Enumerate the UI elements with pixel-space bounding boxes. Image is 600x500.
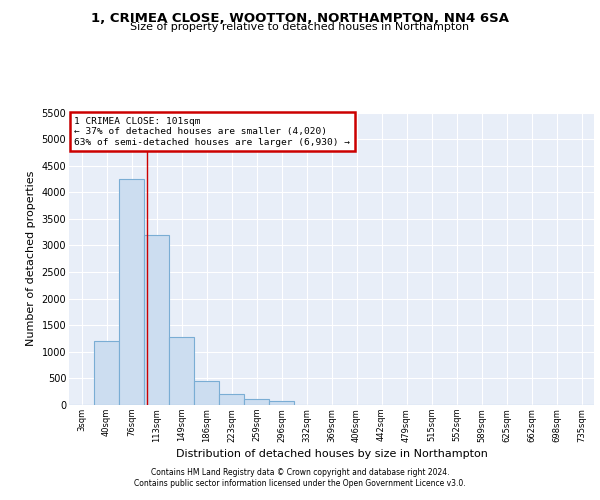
Text: Contains HM Land Registry data © Crown copyright and database right 2024.
Contai: Contains HM Land Registry data © Crown c… <box>134 468 466 487</box>
Bar <box>194 381 219 405</box>
Bar <box>94 341 119 405</box>
Text: Size of property relative to detached houses in Northampton: Size of property relative to detached ho… <box>130 22 470 32</box>
Text: 1, CRIMEA CLOSE, WOOTTON, NORTHAMPTON, NN4 6SA: 1, CRIMEA CLOSE, WOOTTON, NORTHAMPTON, N… <box>91 12 509 26</box>
Text: 1 CRIMEA CLOSE: 101sqm
← 37% of detached houses are smaller (4,020)
63% of semi-: 1 CRIMEA CLOSE: 101sqm ← 37% of detached… <box>74 117 350 146</box>
Bar <box>269 402 294 405</box>
Y-axis label: Number of detached properties: Number of detached properties <box>26 171 36 346</box>
Bar <box>119 179 144 405</box>
Bar <box>244 398 269 405</box>
Bar <box>219 394 244 405</box>
Bar <box>169 337 194 405</box>
Bar <box>144 235 169 405</box>
X-axis label: Distribution of detached houses by size in Northampton: Distribution of detached houses by size … <box>176 448 487 458</box>
